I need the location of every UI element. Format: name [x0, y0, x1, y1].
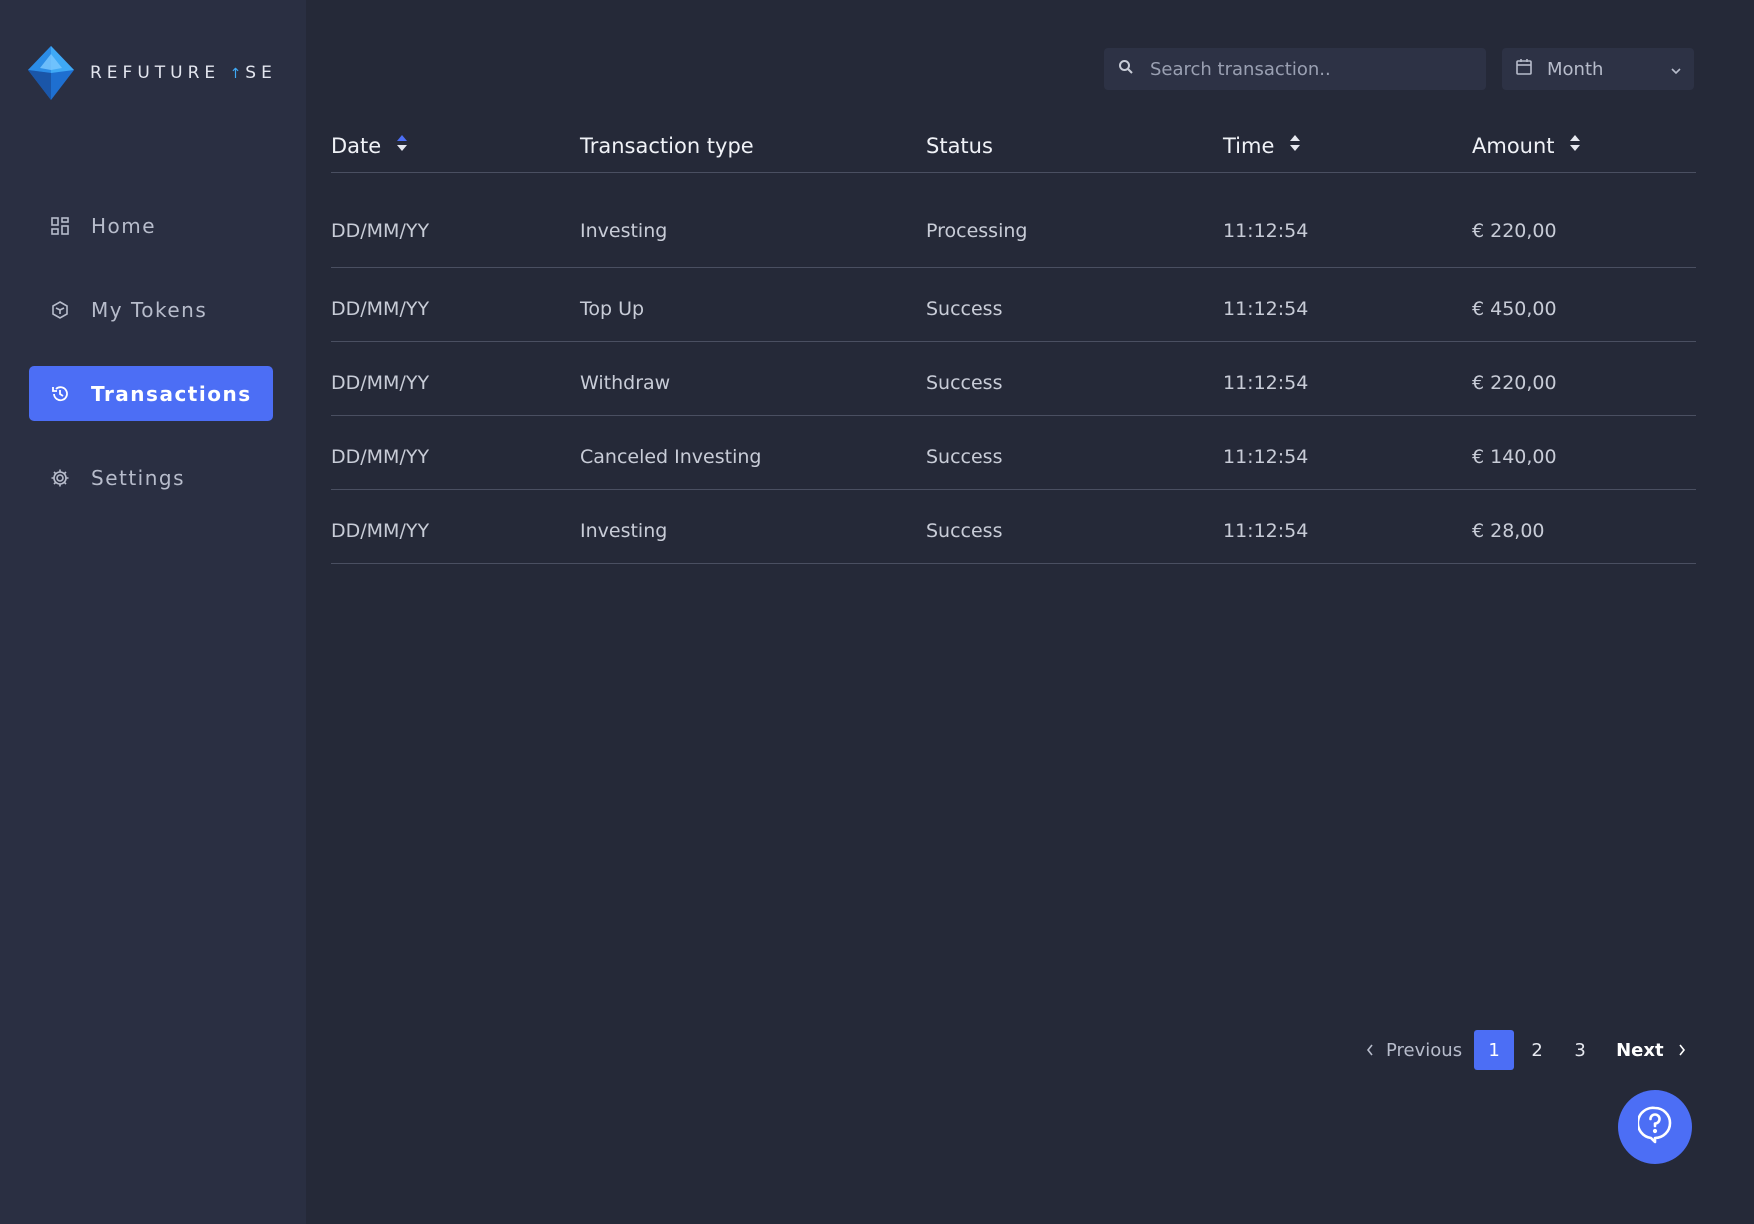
gear-icon	[49, 467, 71, 489]
cell-amount: € 140,00	[1472, 415, 1696, 490]
cell-status: Success	[926, 489, 1223, 564]
cell-type: Top Up	[580, 267, 926, 342]
search-box[interactable]	[1104, 48, 1486, 90]
cell-status: Success	[926, 341, 1223, 416]
table-row[interactable]: DD/MM/YY Investing Success 11:12:54 € 28…	[331, 489, 1696, 564]
cell-time: 11:12:54	[1223, 267, 1472, 342]
sort-icon[interactable]	[396, 133, 408, 157]
cell-amount: € 220,00	[1472, 172, 1696, 268]
sidebar: REFUTURE ↑ SE Home My Tokens Tran	[0, 0, 306, 1224]
cell-type: Investing	[580, 172, 926, 268]
help-button[interactable]	[1618, 1090, 1692, 1164]
column-header-time[interactable]: Time	[1223, 120, 1472, 173]
cell-amount: € 28,00	[1472, 489, 1696, 564]
cell-type: Withdraw	[580, 341, 926, 416]
page-button-1[interactable]: 1	[1474, 1030, 1515, 1070]
search-icon	[1118, 59, 1134, 79]
chevron-down-icon	[1670, 59, 1682, 80]
cell-date: DD/MM/YY	[331, 172, 580, 268]
table-row[interactable]: DD/MM/YY Top Up Success 11:12:54 € 450,0…	[331, 267, 1696, 342]
cell-date: DD/MM/YY	[331, 415, 580, 490]
next-page-button[interactable]: Next	[1616, 1040, 1686, 1061]
column-header-amount[interactable]: Amount	[1472, 120, 1696, 173]
search-input[interactable]	[1148, 57, 1452, 81]
dashboard-icon	[49, 215, 71, 237]
chevron-right-icon	[1678, 1040, 1686, 1061]
cell-amount: € 220,00	[1472, 341, 1696, 416]
history-icon	[49, 383, 71, 405]
table-header-row: Date Transaction type Status Time Amount	[331, 120, 1696, 173]
page-button-2[interactable]: 2	[1531, 1039, 1543, 1061]
transactions-table: Date Transaction type Status Time Amount	[331, 120, 1696, 564]
main-content: Month Date Transaction type Status	[306, 0, 1754, 1224]
cell-time: 11:12:54	[1223, 415, 1472, 490]
sidebar-item-label: Transactions	[91, 381, 252, 406]
calendar-icon	[1515, 58, 1533, 81]
sidebar-item-label: Settings	[91, 465, 186, 490]
column-header-type: Transaction type	[580, 120, 926, 173]
cell-time: 11:12:54	[1223, 489, 1472, 564]
sort-icon[interactable]	[1289, 133, 1301, 157]
column-header-date[interactable]: Date	[331, 120, 580, 173]
brand-name: REFUTURE ↑ SE	[90, 63, 277, 83]
previous-page-button[interactable]: Previous	[1366, 1040, 1462, 1061]
cell-date: DD/MM/YY	[331, 489, 580, 564]
cell-type: Investing	[580, 489, 926, 564]
sidebar-item-label: Home	[91, 213, 157, 238]
cell-amount: € 450,00	[1472, 267, 1696, 342]
pagination: Previous 1 2 3 Next	[1366, 1030, 1686, 1070]
cell-status: Success	[926, 267, 1223, 342]
brand-diamond-icon	[28, 46, 74, 100]
chevron-left-icon	[1366, 1040, 1374, 1061]
cell-date: DD/MM/YY	[331, 267, 580, 342]
sidebar-item-settings[interactable]: Settings	[29, 450, 273, 505]
sort-icon[interactable]	[1569, 133, 1581, 157]
sidebar-item-label: My Tokens	[91, 297, 208, 322]
table-row[interactable]: DD/MM/YY Investing Processing 11:12:54 €…	[331, 172, 1696, 268]
token-icon	[49, 299, 71, 321]
table-row[interactable]: DD/MM/YY Canceled Investing Success 11:1…	[331, 415, 1696, 490]
period-select[interactable]: Month	[1502, 48, 1694, 90]
cell-status: Processing	[926, 172, 1223, 268]
sidebar-item-transactions[interactable]: Transactions	[29, 366, 273, 421]
period-select-value: Month	[1547, 58, 1604, 80]
table-row[interactable]: DD/MM/YY Withdraw Success 11:12:54 € 220…	[331, 341, 1696, 416]
sidebar-item-my-tokens[interactable]: My Tokens	[29, 282, 273, 337]
help-icon	[1636, 1106, 1672, 1148]
cell-time: 11:12:54	[1223, 172, 1472, 268]
cell-status: Success	[926, 415, 1223, 490]
page-button-3[interactable]: 3	[1574, 1039, 1586, 1061]
cell-date: DD/MM/YY	[331, 341, 580, 416]
brand-logo[interactable]: REFUTURE ↑ SE	[28, 46, 277, 100]
cell-time: 11:12:54	[1223, 341, 1472, 416]
column-header-status: Status	[926, 120, 1223, 173]
sidebar-item-home[interactable]: Home	[29, 198, 273, 253]
cell-type: Canceled Investing	[580, 415, 926, 490]
